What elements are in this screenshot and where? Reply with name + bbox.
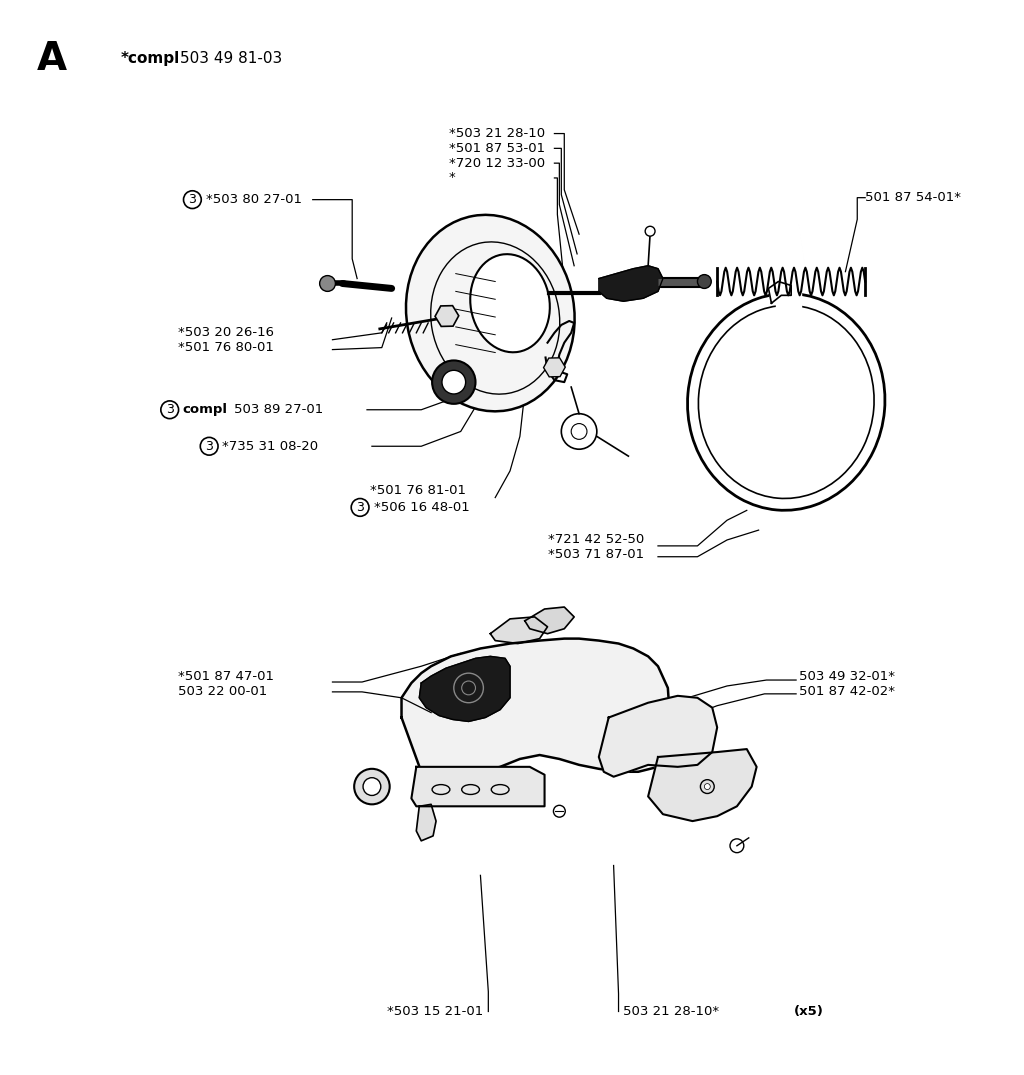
Circle shape xyxy=(351,499,369,516)
Circle shape xyxy=(705,784,711,789)
Text: 503 21 28-10*: 503 21 28-10* xyxy=(624,1005,720,1018)
Polygon shape xyxy=(412,766,545,806)
Text: *506 16 48-01: *506 16 48-01 xyxy=(374,501,470,514)
Text: 501 87 54-01*: 501 87 54-01* xyxy=(865,191,962,204)
Circle shape xyxy=(354,769,390,804)
Polygon shape xyxy=(648,749,757,821)
Polygon shape xyxy=(419,657,510,721)
Text: compl: compl xyxy=(182,403,227,416)
Text: *501 87 53-01: *501 87 53-01 xyxy=(449,142,545,155)
Polygon shape xyxy=(768,282,792,303)
Circle shape xyxy=(432,360,475,404)
Text: *735 31 08-20: *735 31 08-20 xyxy=(222,440,318,453)
Text: *compl: *compl xyxy=(121,52,179,66)
Text: *501 76 81-01: *501 76 81-01 xyxy=(370,484,466,497)
Circle shape xyxy=(201,438,218,455)
Text: 503 89 27-01: 503 89 27-01 xyxy=(233,403,324,416)
Polygon shape xyxy=(599,266,663,301)
Text: *501 87 47-01: *501 87 47-01 xyxy=(177,670,273,683)
Text: 503 22 00-01: 503 22 00-01 xyxy=(177,686,267,699)
Circle shape xyxy=(730,838,743,852)
Circle shape xyxy=(319,275,336,291)
Text: *503 20 26-16: *503 20 26-16 xyxy=(177,327,273,340)
Polygon shape xyxy=(417,804,436,841)
Text: 503 49 32-01*: 503 49 32-01* xyxy=(799,670,895,683)
Polygon shape xyxy=(490,617,548,644)
Text: A: A xyxy=(37,40,67,77)
Text: *720 12 33-00: *720 12 33-00 xyxy=(449,157,545,170)
Text: *503 21 28-10: *503 21 28-10 xyxy=(449,127,545,140)
Circle shape xyxy=(700,779,714,793)
Text: *503 71 87-01: *503 71 87-01 xyxy=(548,548,644,561)
Polygon shape xyxy=(776,288,801,309)
Text: *: * xyxy=(449,171,456,185)
Text: 503 49 81-03: 503 49 81-03 xyxy=(179,52,282,66)
Text: 3: 3 xyxy=(205,440,213,453)
Circle shape xyxy=(442,370,466,393)
Ellipse shape xyxy=(470,254,550,353)
Text: *501 76 80-01: *501 76 80-01 xyxy=(177,341,273,354)
Polygon shape xyxy=(525,607,574,633)
Circle shape xyxy=(364,777,381,796)
Circle shape xyxy=(161,401,178,418)
Polygon shape xyxy=(401,639,670,775)
Text: 3: 3 xyxy=(188,194,197,206)
Text: 501 87 42-02*: 501 87 42-02* xyxy=(799,686,895,699)
Polygon shape xyxy=(599,696,717,777)
Text: (x5): (x5) xyxy=(795,1005,824,1018)
Text: 3: 3 xyxy=(356,501,364,514)
Text: *721 42 52-50: *721 42 52-50 xyxy=(548,533,644,546)
Text: 3: 3 xyxy=(166,403,174,416)
Ellipse shape xyxy=(406,215,574,412)
Text: *503 80 27-01: *503 80 27-01 xyxy=(206,194,302,206)
Circle shape xyxy=(183,190,202,209)
Circle shape xyxy=(697,274,712,288)
Circle shape xyxy=(645,226,655,236)
Text: *503 15 21-01: *503 15 21-01 xyxy=(387,1005,483,1018)
Circle shape xyxy=(553,805,565,817)
